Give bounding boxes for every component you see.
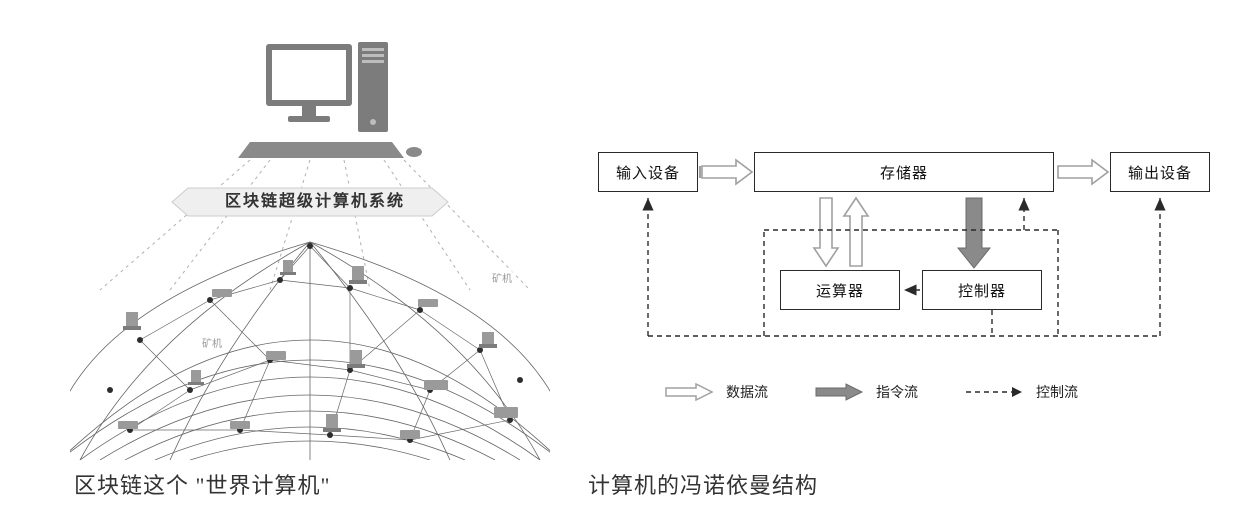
legend-data-arrow-icon — [664, 383, 714, 401]
legend-ctrl-label: 控制流 — [1036, 382, 1078, 402]
miner-label-b: 矿机 — [200, 335, 224, 350]
projection-lines — [100, 160, 530, 290]
computer-icon — [238, 42, 422, 158]
legend-data-label: 数据流 — [726, 382, 768, 402]
miner-devices — [118, 260, 518, 439]
vn-arrows — [594, 120, 1244, 360]
left-caption: 区块链这个 "世界计算机" — [74, 468, 330, 500]
legend-cmd-arrow-icon — [814, 383, 864, 401]
left-panel: 区块链超级计算机系统 矿机 矿机 — [70, 30, 550, 460]
right-caption: 计算机的冯诺依曼结构 — [588, 468, 818, 500]
right-panel: 输入设备 存储器 输出设备 运算器 控制器 — [594, 120, 1244, 410]
legend-cmd-label: 指令流 — [876, 382, 918, 402]
legend-ctrl-arrow-icon — [964, 383, 1024, 401]
ribbon-label: 区块链超级计算机系统 — [200, 184, 430, 214]
blockchain-globe-illustration — [70, 30, 550, 460]
legend: 数据流 指令流 控制流 — [664, 380, 1224, 404]
miner-label-a: 矿机 — [490, 270, 514, 285]
